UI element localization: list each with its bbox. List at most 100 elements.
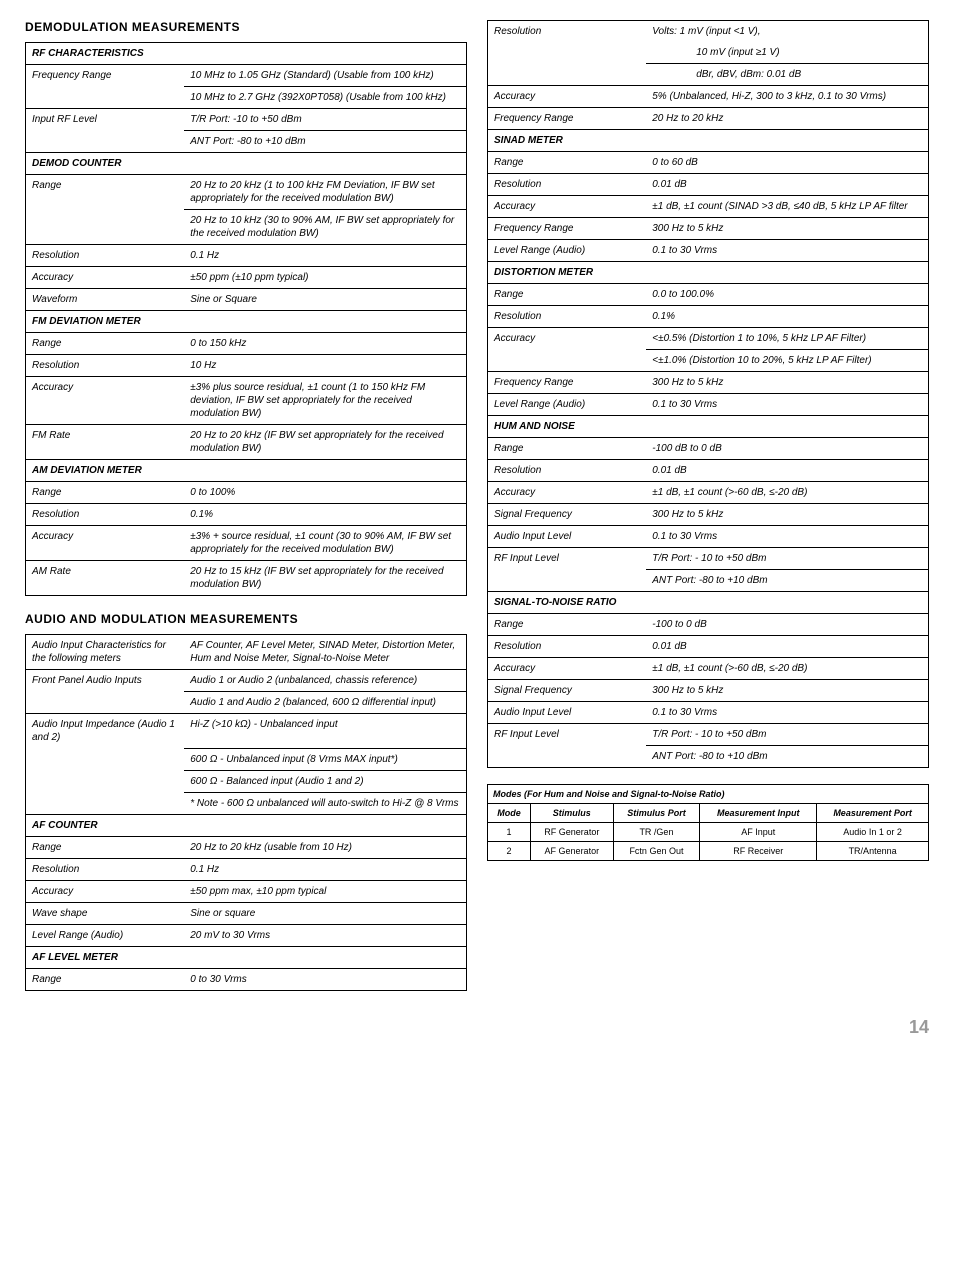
cell: 0.1% [184, 504, 466, 526]
cell: T/R Port: -10 to +50 dBm [184, 109, 466, 131]
cell: 20 Hz to 20 kHz [646, 108, 928, 130]
cell: Range [26, 968, 185, 990]
cell: * Note - 600 Ω unbalanced will auto-swit… [184, 792, 466, 814]
cell: T/R Port: - 10 to +50 dBm [646, 548, 928, 570]
cell: 0.1 to 30 Vrms [646, 240, 928, 262]
cell: Front Panel Audio Inputs [26, 670, 185, 692]
cell: Audio Input Impedance (Audio 1 and 2) [26, 714, 185, 749]
cell: ±1 dB, ±1 count (SINAD >3 dB, ≤40 dB, 5 … [646, 196, 928, 218]
cell: ANT Port: -80 to +10 dBm [184, 131, 466, 153]
cell: Resolution [488, 460, 647, 482]
cell: Audio 1 and Audio 2 (balanced, 600 Ω dif… [184, 692, 466, 714]
cell: Accuracy [26, 880, 185, 902]
fm-dev-header: FM DEVIATION METER [26, 311, 185, 333]
cell: 0.01 dB [646, 460, 928, 482]
cell: Frequency Range [26, 65, 185, 87]
dist-header: DISTORTION METER [488, 262, 647, 284]
cell: Sine or square [184, 902, 466, 924]
cell: Frequency Range [488, 218, 647, 240]
cell: Signal Frequency [488, 680, 647, 702]
cell: ±3% + source residual, ±1 count (30 to 9… [184, 526, 466, 561]
cell: 0 to 30 Vrms [184, 968, 466, 990]
cell: Accuracy [26, 267, 185, 289]
cell: ANT Port: -80 to +10 dBm [646, 746, 928, 768]
cell: 0.0 to 100.0% [646, 284, 928, 306]
cell: 20 mV to 30 Vrms [184, 924, 466, 946]
cell: Accuracy [26, 526, 185, 561]
cell: Resolution [488, 636, 647, 658]
cell: Range [488, 438, 647, 460]
cell: <±0.5% (Distortion 1 to 10%, 5 kHz LP AF… [646, 328, 928, 350]
cell: Audio Input Level [488, 702, 647, 724]
cell: Range [26, 175, 185, 210]
cell: -100 dB to 0 dB [646, 438, 928, 460]
cell: 10 MHz to 2.7 GHz (392X0PT058) (Usable f… [184, 87, 466, 109]
cell: 300 Hz to 5 kHz [646, 504, 928, 526]
cell: AF Counter, AF Level Meter, SINAD Meter,… [184, 635, 466, 670]
right-table: ResolutionVolts: 1 mV (input <1 V), 10 m… [487, 20, 929, 768]
cell: 0.1 to 30 Vrms [646, 394, 928, 416]
cell: 0 to 60 dB [646, 152, 928, 174]
cell: 10 mV (input ≥1 V) [646, 42, 928, 64]
cell: TR /Gen [613, 823, 700, 842]
cell: 20 Hz to 10 kHz (30 to 90% AM, IF BW set… [184, 210, 466, 245]
cell: Audio In 1 or 2 [817, 823, 929, 842]
cell: Volts: 1 mV (input <1 V), [646, 21, 928, 43]
cell: 0 to 100% [184, 482, 466, 504]
cell: FM Rate [26, 425, 185, 460]
cell: Range [26, 333, 185, 355]
cell: Waveform [26, 289, 185, 311]
cell: 300 Hz to 5 kHz [646, 218, 928, 240]
cell: TR/Antenna [817, 842, 929, 861]
cell: Resolution [26, 355, 185, 377]
cell: 300 Hz to 5 kHz [646, 680, 928, 702]
modes-h-stim: Stimulus [531, 804, 613, 823]
cell: Audio Input Characteristics for the foll… [26, 635, 185, 670]
cell: 20 Hz to 20 kHz (usable from 10 Hz) [184, 836, 466, 858]
cell: Signal Frequency [488, 504, 647, 526]
cell: Input RF Level [26, 109, 185, 131]
cell: Accuracy [488, 658, 647, 680]
am-dev-header: AM DEVIATION METER [26, 460, 185, 482]
cell: AM Rate [26, 561, 185, 596]
cell: Range [26, 482, 185, 504]
modes-h-mport: Measurement Port [817, 804, 929, 823]
cell: Audio 1 or Audio 2 (unbalanced, chassis … [184, 670, 466, 692]
cell: Accuracy [488, 482, 647, 504]
cell: Accuracy [488, 196, 647, 218]
cell: Level Range (Audio) [488, 394, 647, 416]
rf-char-header: RF CHARACTERISTICS [26, 43, 185, 65]
cell: ±1 dB, ±1 count (>-60 dB, ≤-20 dB) [646, 658, 928, 680]
cell: ±1 dB, ±1 count (>-60 dB, ≤-20 dB) [646, 482, 928, 504]
demod-table: RF CHARACTERISTICS Frequency Range10 MHz… [25, 42, 467, 596]
cell: 0.01 dB [646, 636, 928, 658]
cell: Resolution [26, 504, 185, 526]
cell: ±50 ppm max, ±10 ppm typical [184, 880, 466, 902]
demod-title: DEMODULATION MEASUREMENTS [25, 20, 467, 34]
cell: 1 [488, 823, 531, 842]
cell: 2 [488, 842, 531, 861]
cell: Resolution [488, 21, 647, 43]
cell: ±50 ppm (±10 ppm typical) [184, 267, 466, 289]
cell: 0 to 150 kHz [184, 333, 466, 355]
cell: AF Input [700, 823, 817, 842]
cell: 20 Hz to 20 kHz (1 to 100 kHz FM Deviati… [184, 175, 466, 210]
cell: 10 Hz [184, 355, 466, 377]
cell: Resolution [488, 306, 647, 328]
cell: 0.1 Hz [184, 858, 466, 880]
cell: T/R Port: - 10 to +50 dBm [646, 724, 928, 746]
cell: RF Input Level [488, 548, 647, 570]
cell: Level Range (Audio) [488, 240, 647, 262]
demod-counter-header: DEMOD COUNTER [26, 153, 185, 175]
cell: 0.1 Hz [184, 245, 466, 267]
cell: Wave shape [26, 902, 185, 924]
cell: Range [488, 614, 647, 636]
cell: dBr, dBV, dBm: 0.01 dB [646, 64, 928, 86]
cell: Frequency Range [488, 372, 647, 394]
cell: Resolution [26, 245, 185, 267]
hum-header: HUM AND NOISE [488, 416, 647, 438]
cell: RF Generator [531, 823, 613, 842]
cell: Range [26, 836, 185, 858]
cell: Accuracy [488, 86, 647, 108]
cell: 20 Hz to 20 kHz (IF BW set appropriately… [184, 425, 466, 460]
